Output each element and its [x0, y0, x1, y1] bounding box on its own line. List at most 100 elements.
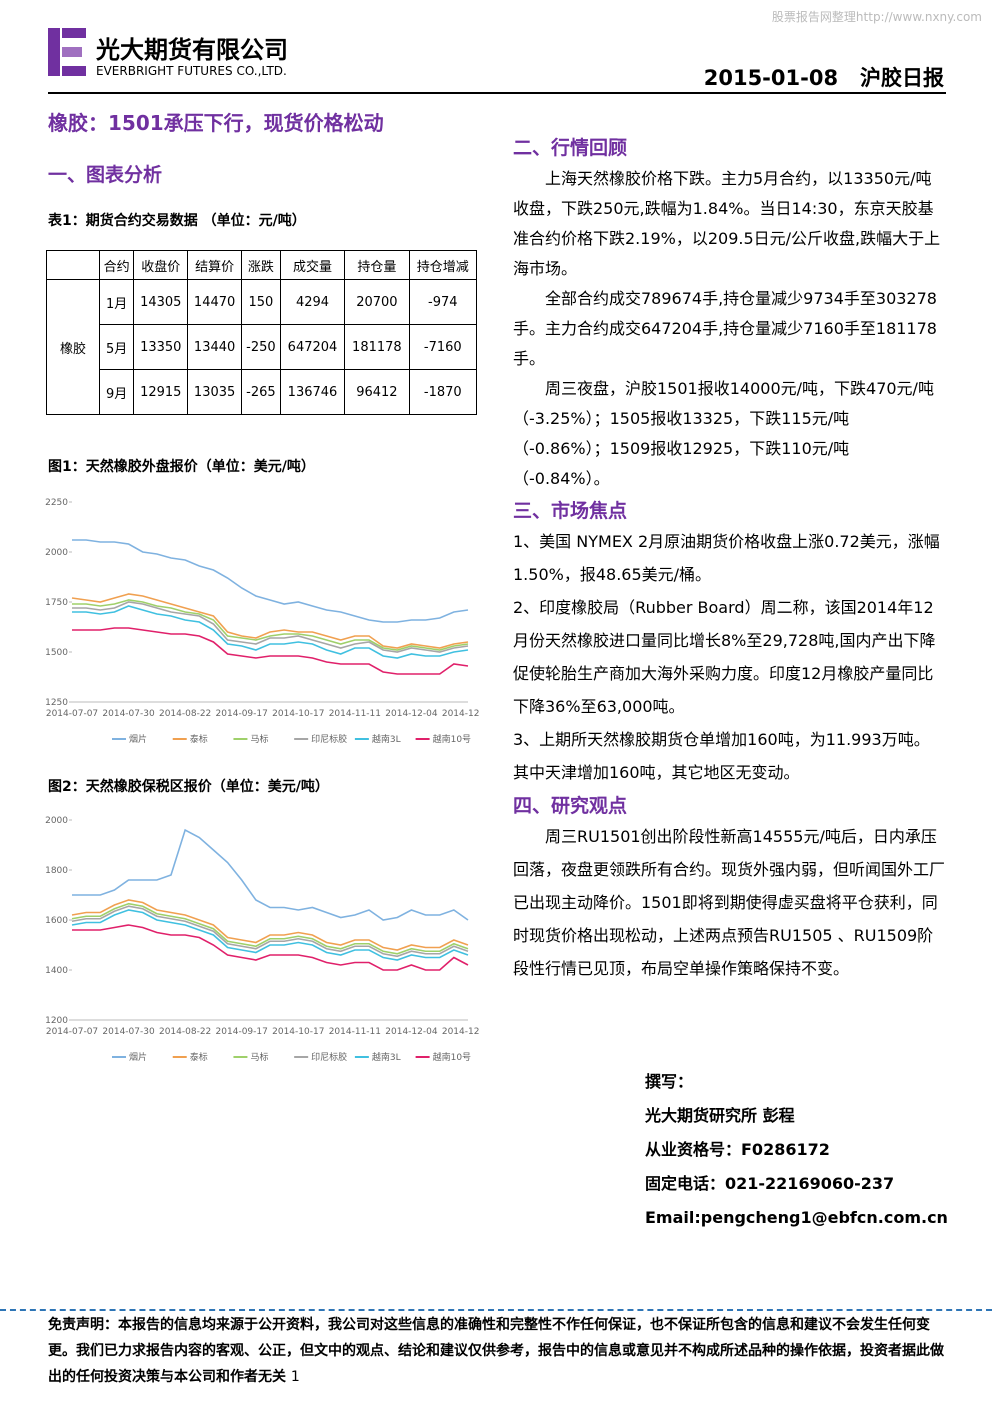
series-line [72, 627, 469, 675]
x-tick-label: 2014-11-11 [329, 709, 381, 719]
y-tick-label: 1200 [45, 1016, 68, 1026]
x-tick-label: 2014-07-07 [46, 1027, 98, 1037]
th: 涨跌 [241, 250, 281, 280]
cell: -265 [241, 369, 281, 415]
report-name: 沪胶日报 [860, 66, 944, 90]
legend-label: 印尼标胶 [311, 733, 347, 745]
author-line: 光大期货研究所 彭程 [645, 1106, 795, 1125]
legend-label: 印尼标胶 [311, 1051, 347, 1063]
x-tick-label: 2014-12-29 [442, 709, 480, 719]
y-tick-label: 2250 [45, 498, 68, 508]
disclaimer-text: 免责声明：本报告的信息均来源于公开资料，我公司对这些信息的准确性和完整性不作任何… [48, 1317, 944, 1385]
x-tick-label: 2014-08-22 [159, 1027, 211, 1037]
th: 收盘价 [133, 250, 189, 280]
cell: 96412 [344, 369, 410, 415]
legend-label: 泰标 [190, 733, 208, 745]
x-tick-label: 2014-12-04 [385, 709, 438, 719]
legend-label: 越南10号 [433, 733, 471, 745]
th: 持仓增减 [408, 250, 478, 280]
paragraph: 全部合约成交789674手,持仓量减少9734手至303278 手。主力合约成交… [513, 289, 937, 368]
cell: 181178 [344, 324, 410, 370]
paragraph: 周三夜盘，沪胶1501报收14000元/吨，下跌470元/吨（-3.25%）；1… [513, 379, 934, 488]
date: 2015-01-08 [703, 66, 839, 90]
cell: 13350 [133, 324, 189, 370]
x-tick-label: 2014-08-22 [159, 709, 211, 719]
legend-label: 越南3L [372, 733, 401, 745]
logo-en: EVERBRIGHT FUTURES CO.,LTD. [96, 64, 287, 78]
y-tick-label: 1600 [45, 916, 68, 926]
cell: -7160 [408, 324, 478, 370]
section-heading: 四、研究观点 [513, 795, 628, 817]
cell: 13035 [187, 369, 243, 415]
y-tick-label: 1250 [45, 698, 68, 708]
series-line [71, 593, 469, 649]
table-caption: 表1：期货合约交易数据 （单位：元/吨） [48, 213, 306, 229]
cell: 136746 [279, 369, 346, 415]
cell: 647204 [279, 324, 346, 370]
series-line [72, 605, 469, 659]
x-tick-label: 2014-09-17 [216, 1027, 268, 1037]
legend-label: 马标 [250, 733, 268, 745]
x-tick-label: 2014-07-30 [102, 1027, 155, 1037]
legend-label: 烟片 [129, 733, 147, 745]
series-line [72, 599, 469, 651]
chart-title: 图1：天然橡胶外盘报价（单位：美元/吨） [48, 459, 315, 475]
disclaimer: 免责声明：本报告的信息均来源于公开资料，我公司对这些信息的准确性和完整性不作任何… [48, 1312, 946, 1390]
x-tick-label: 2014-07-07 [46, 709, 98, 719]
x-tick-label: 2014-11-11 [329, 1027, 381, 1037]
cell: -1870 [408, 369, 478, 415]
y-tick-label: 2000 [45, 548, 68, 558]
x-tick-label: 2014-09-17 [216, 709, 268, 719]
footer-rule [0, 1309, 992, 1311]
series-line [72, 601, 469, 653]
right-column: 二、行情回顾 上海天然橡胶价格下跌。主力5月合约，以13350元/吨收盘，下跌2… [513, 133, 945, 985]
section-heading: 三、市场焦点 [513, 500, 628, 522]
x-tick-label: 2014-12-29 [442, 1027, 480, 1037]
th: 持仓量 [344, 250, 410, 280]
author-line: Email:pengcheng1@ebfcn.com.cn [645, 1208, 948, 1227]
author-block: 撰写： 光大期货研究所 彭程 从业资格号：F0286172 固定电话：021-2… [645, 1065, 948, 1235]
cell: 13440 [187, 324, 243, 370]
paragraph: 1、美国 NYMEX 2月原油期货价格收盘上涨0.72美元，涨幅1.50%，报4… [513, 532, 940, 584]
header-rule [48, 92, 946, 94]
y-tick-label: 1750 [45, 598, 68, 608]
group: 橡胶 [46, 279, 100, 415]
cell: 14470 [187, 279, 243, 325]
cell: 20700 [344, 279, 410, 325]
legend-label: 越南3L [372, 1051, 401, 1063]
author-line: 从业资格号：F0286172 [645, 1140, 830, 1159]
cell: 14305 [133, 279, 189, 325]
series-line [72, 539, 469, 623]
cell: -974 [408, 279, 478, 325]
y-tick-label: 2000 [45, 816, 68, 826]
legend-label: 烟片 [129, 1051, 147, 1063]
series-line [71, 905, 469, 958]
chart: 1200 1400 1600 1800 2000 2014-07-07 2014-07-30… [45, 816, 480, 1063]
legend-label: 泰标 [190, 1051, 208, 1063]
y-tick-label: 1500 [45, 648, 68, 658]
cell: 1月 [98, 279, 135, 325]
th: 成交量 [279, 250, 346, 280]
paragraph: 2、印度橡胶局（Rubber Board）周二称，该国2014年12月份天然橡胶… [513, 598, 936, 716]
author-line: 固定电话：021-22169060-237 [645, 1174, 895, 1193]
logo-icon [48, 28, 86, 76]
cell: -250 [241, 324, 281, 370]
cell: 9月 [98, 369, 135, 415]
cell: 5月 [98, 324, 135, 370]
series-line [72, 828, 469, 921]
cell: 12915 [133, 369, 189, 415]
watermark: 股票报告网整理http://www.nxny.com [771, 10, 982, 24]
series-line [71, 909, 469, 961]
paragraph: 上海天然橡胶价格下跌。主力5月合约，以13350元/吨收盘，下跌250元,跌幅为… [513, 169, 941, 278]
x-tick-label: 2014-10-17 [272, 1027, 324, 1037]
series-line [71, 902, 469, 955]
paragraph: 3、上期所天然橡胶期货仓单增加160吨，为11.993万吨。其中天津增加160吨… [513, 730, 930, 782]
chart: 1250 1500 1750 2000 2250 2014-07-07 2014-07-30… [45, 498, 480, 745]
x-tick-label: 2014-07-30 [102, 709, 155, 719]
legend-label: 马标 [250, 1051, 268, 1063]
series-line [72, 924, 469, 971]
series-line [71, 899, 469, 951]
legend-label: 越南10号 [433, 1051, 471, 1063]
x-tick-label: 2014-10-17 [272, 709, 324, 719]
th: 合约 [98, 250, 135, 280]
